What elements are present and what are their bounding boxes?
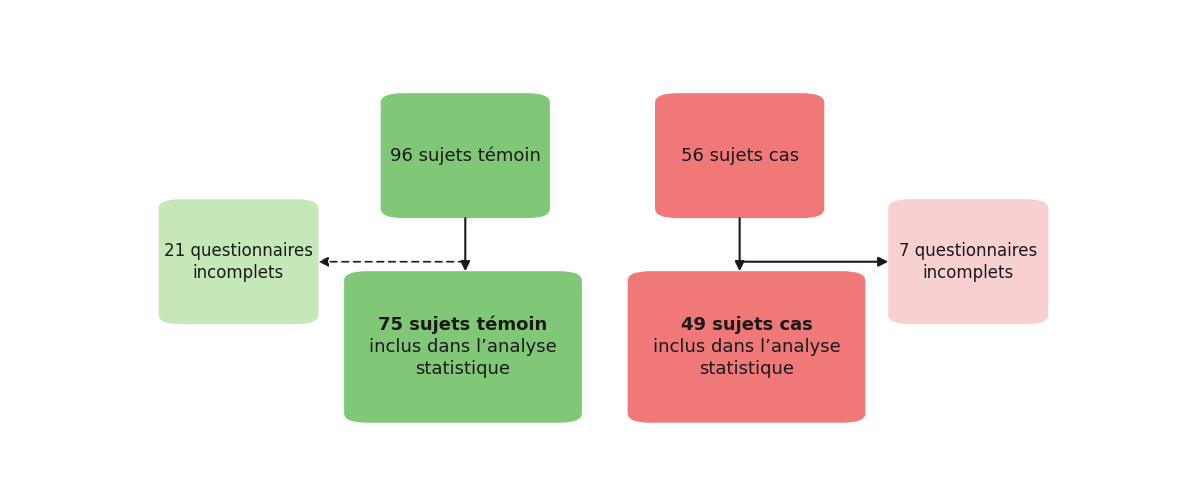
Text: incomplets: incomplets — [192, 264, 284, 282]
Text: 96 sujets témoin: 96 sujets témoin — [389, 147, 540, 165]
Text: 49 sujets cas: 49 sujets cas — [681, 316, 812, 334]
Text: statistique: statistique — [415, 360, 511, 378]
Text: 7 questionnaires: 7 questionnaires — [899, 242, 1037, 260]
Text: 56 sujets cas: 56 sujets cas — [681, 147, 799, 165]
FancyBboxPatch shape — [889, 199, 1048, 324]
Text: incomplets: incomplets — [923, 264, 1014, 282]
FancyBboxPatch shape — [345, 271, 582, 423]
FancyBboxPatch shape — [381, 93, 550, 218]
Text: inclus dans l’analyse: inclus dans l’analyse — [653, 338, 840, 356]
Text: inclus dans l’analyse: inclus dans l’analyse — [369, 338, 557, 356]
FancyBboxPatch shape — [655, 93, 824, 218]
FancyBboxPatch shape — [158, 199, 319, 324]
Text: 21 questionnaires: 21 questionnaires — [164, 242, 313, 260]
FancyBboxPatch shape — [628, 271, 865, 423]
Text: statistique: statistique — [699, 360, 794, 378]
Text: 75 sujets témoin: 75 sujets témoin — [379, 316, 548, 334]
